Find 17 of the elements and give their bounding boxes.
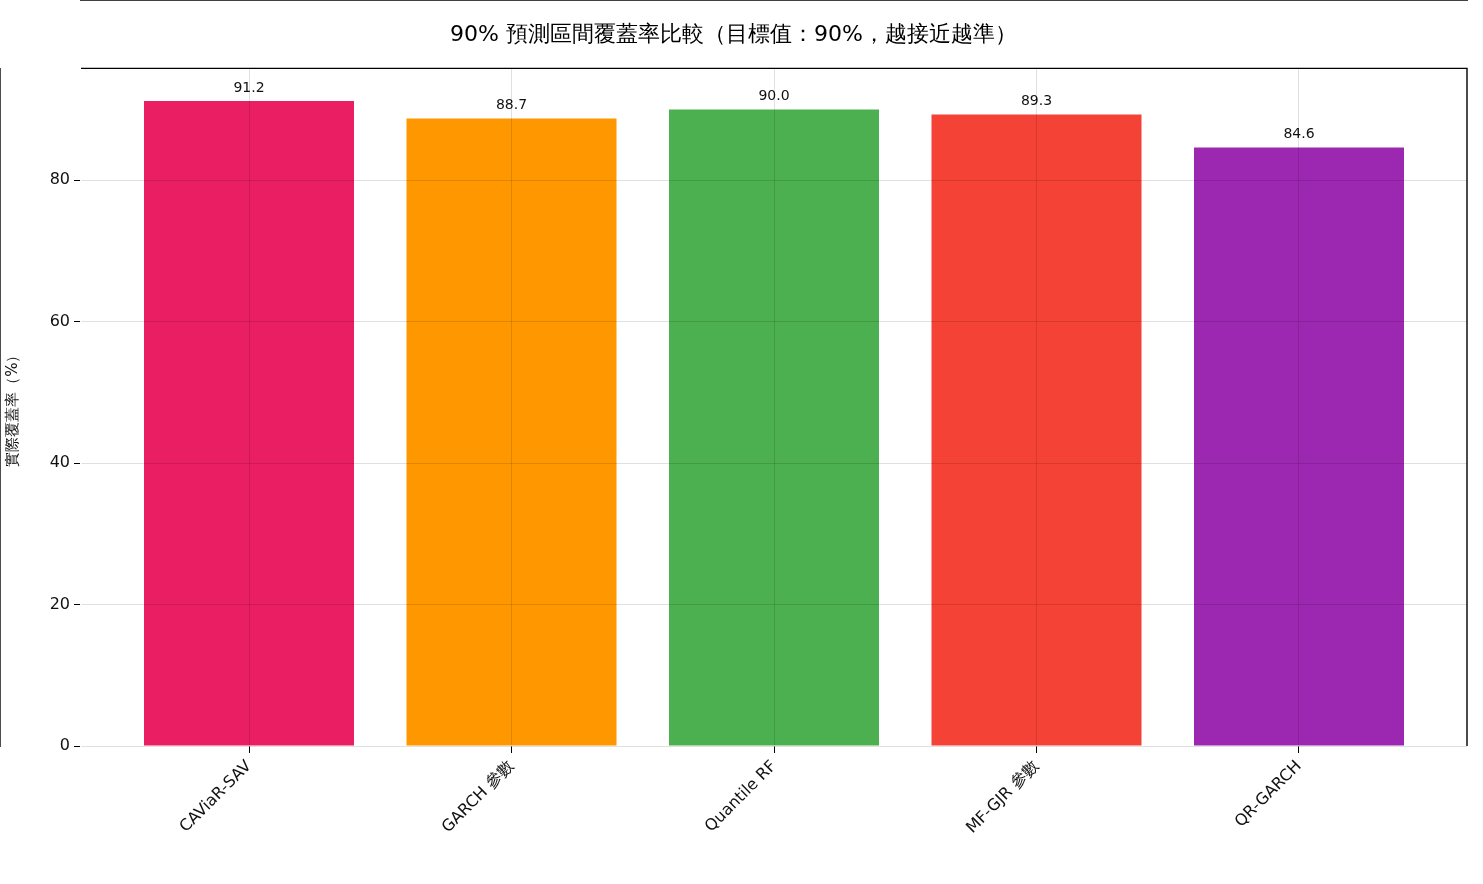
bar [1194,147,1404,746]
data-label: 89.3 [1020,92,1053,109]
bar [669,109,879,746]
data-label: 88.7 [495,96,528,113]
y-tick-label: 60 [49,310,70,330]
y-tick-label: 0 [59,735,70,755]
y-tick-label: 40 [49,452,70,472]
y-tick-label: 20 [49,593,70,613]
y-tick-label: 80 [49,169,70,189]
bar [406,118,617,746]
bar [144,100,354,746]
data-label: 91.2 [233,78,265,95]
bar [931,114,1142,746]
chart-title: 90% 預測區間覆蓋率比較（目標值：90%，越接近越準） [450,20,1017,46]
data-label: 90.0 [758,87,790,104]
y-axis-title: 實際覆蓋率（%） [2,347,21,467]
data-label: 84.6 [1283,125,1315,142]
